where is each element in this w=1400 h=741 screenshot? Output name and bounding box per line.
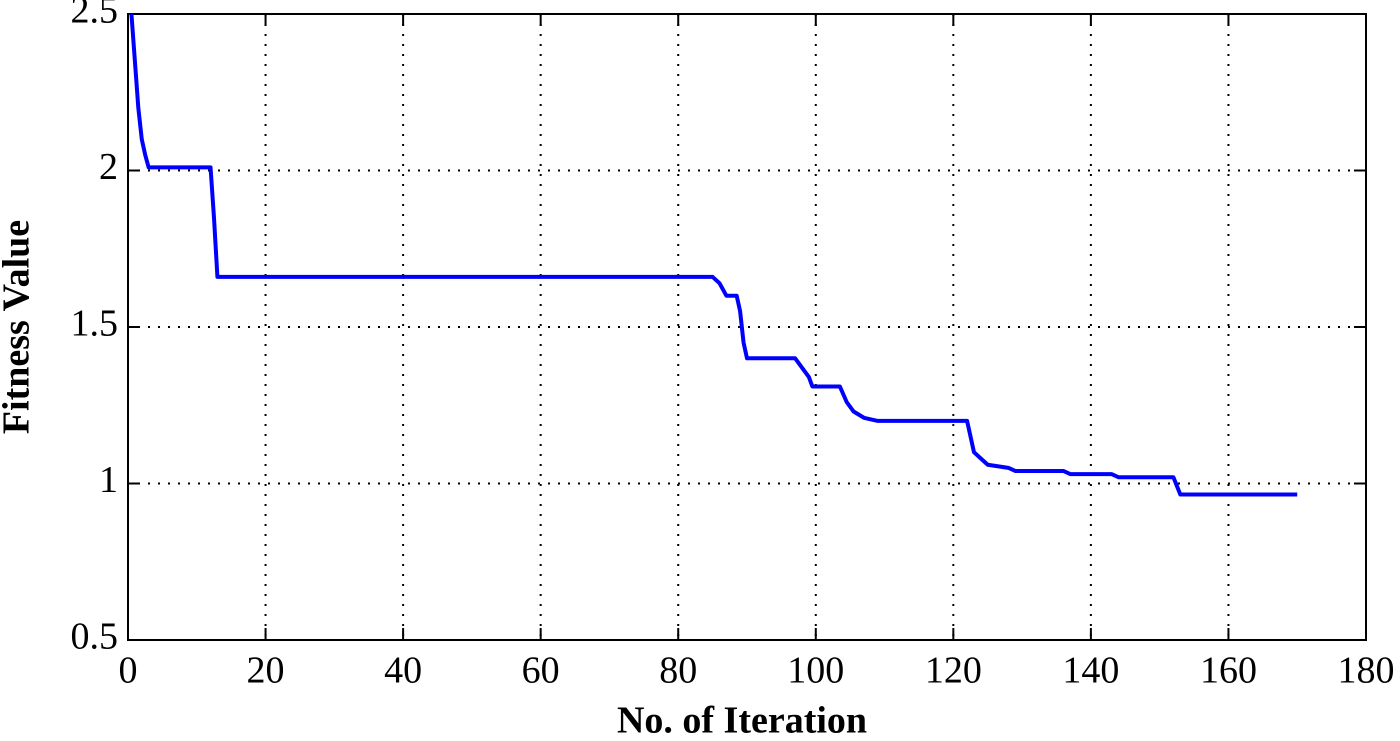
x-tick-label: 60 (522, 650, 560, 692)
data-line (129, 13, 1298, 497)
x-tick-label: 100 (787, 650, 844, 692)
y-tick-label: 2 (99, 146, 118, 188)
x-tick-label: 40 (384, 650, 422, 692)
x-tick-label: 80 (659, 650, 697, 692)
x-tick-label: 180 (1338, 650, 1395, 692)
x-tick-label: 160 (1200, 650, 1257, 692)
y-axis-label: Fitness Value (0, 220, 38, 434)
y-tick-label: 0.5 (71, 616, 119, 658)
x-tick-label: 120 (925, 650, 982, 692)
y-tick-label: 1 (99, 459, 118, 501)
x-tick-label: 140 (1062, 650, 1119, 692)
x-tick-label: 0 (119, 650, 138, 692)
x-tick-label: 20 (247, 650, 285, 692)
x-axis-label: No. of Iteration (617, 700, 867, 741)
plot-frame (127, 13, 1367, 641)
y-tick-label: 2.5 (71, 0, 119, 32)
y-tick-label: 1.5 (71, 303, 119, 345)
